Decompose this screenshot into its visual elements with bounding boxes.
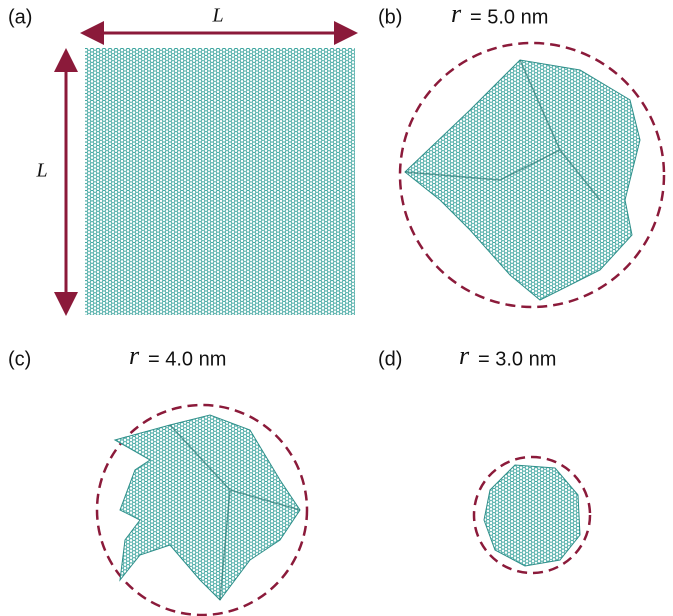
panel-d: (d) r = 3.0 nm [378, 341, 590, 573]
panel-a: (a) L L [8, 5, 355, 315]
variable: r [451, 0, 462, 28]
variable: r [129, 341, 140, 370]
radius-text: = 5.0 nm [470, 6, 548, 28]
graphene-sheet [85, 48, 355, 315]
crumpled-sheet [115, 415, 300, 600]
crumpled-sheet [405, 60, 640, 300]
radius-text: = 3.0 nm [478, 348, 556, 370]
panel-label: (a) [8, 6, 32, 28]
crumpled-sheet [484, 465, 580, 566]
panel-b: (b) r = 5.0 nm [378, 0, 664, 307]
figure: (a) L L (b) r = 5.0 nm (c) r = 4.0 nm (d… [0, 0, 673, 616]
radius-text: = 4.0 nm [148, 348, 226, 370]
panel-label: (d) [378, 348, 402, 370]
panel-c: (c) r = 4.0 nm [8, 341, 307, 615]
height-label: L [35, 160, 47, 182]
panel-label: (b) [378, 6, 402, 28]
width-label: L [211, 5, 223, 27]
variable: r [459, 341, 470, 370]
panel-label: (c) [8, 348, 31, 370]
